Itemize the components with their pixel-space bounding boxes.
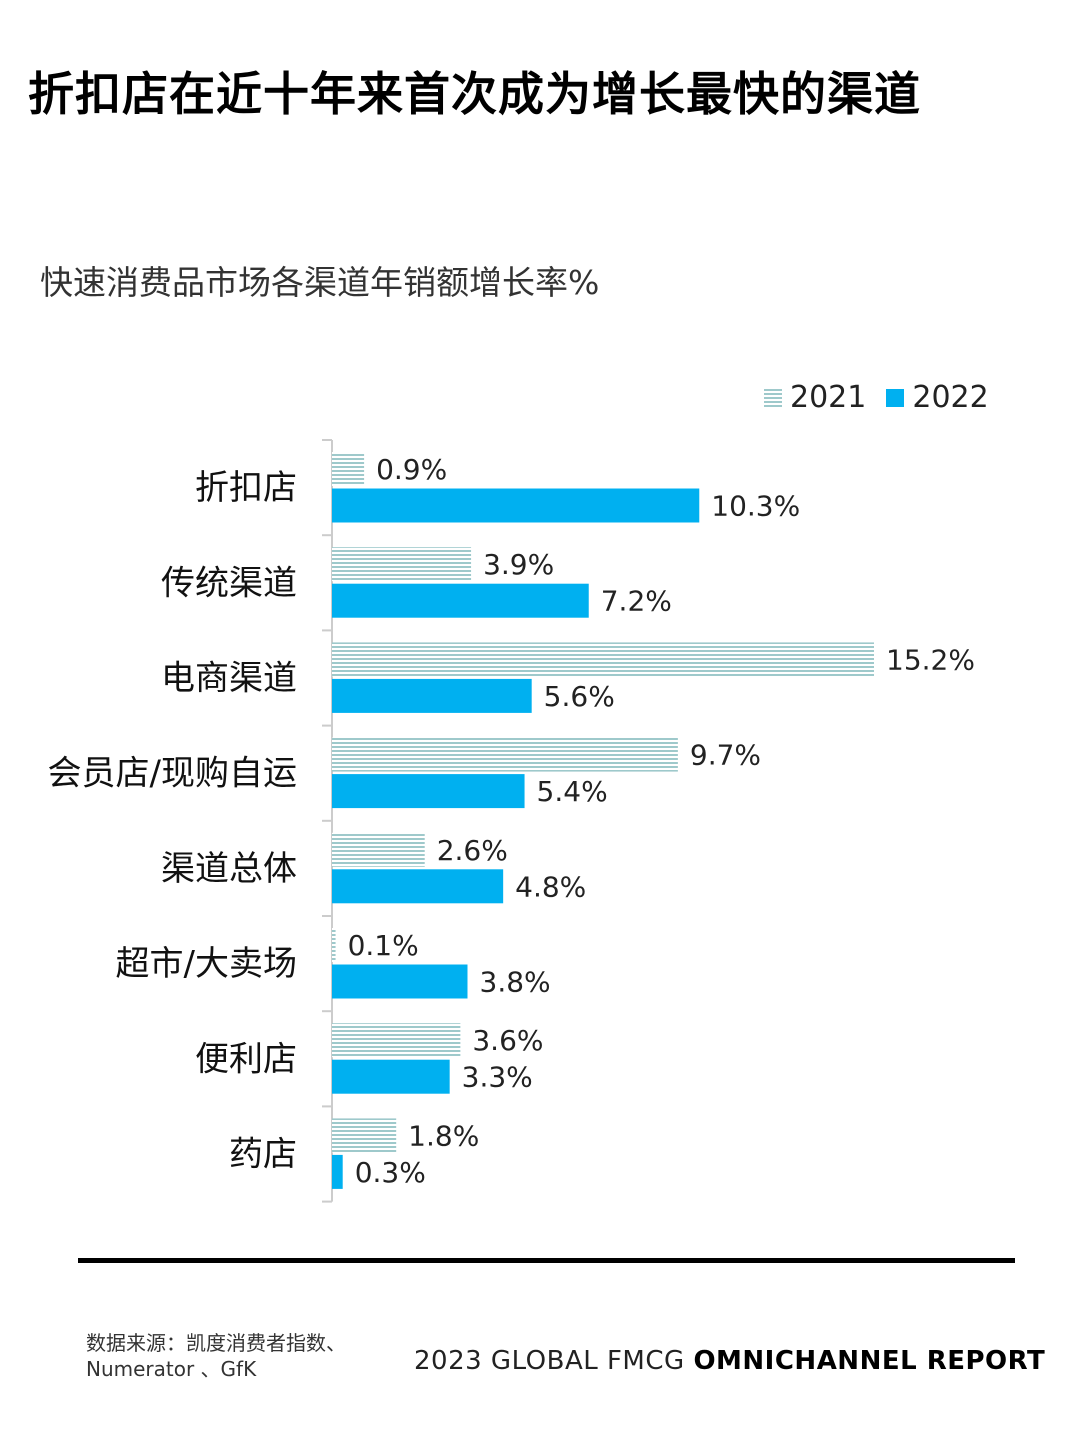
bar-2021 — [332, 1023, 461, 1058]
chart-subtitle: 快速消费品市场各渠道年销额增长率% — [40, 263, 600, 302]
data-label-2022: 3.8% — [480, 966, 551, 999]
data-label-2021: 15.2% — [886, 643, 975, 676]
legend: 2021 2022 — [764, 380, 989, 415]
bar-2022 — [332, 678, 532, 713]
bar-2022 — [332, 583, 589, 618]
chart-plot-area: 折扣店 0.9% 10.3% 传统渠道 3.9% 7.2% 电商渠道 15.2% 5.6% 会员店… — [48, 439, 975, 1203]
bar-2022 — [332, 488, 700, 523]
category-label: 便利店 — [195, 1039, 297, 1079]
data-label-2021: 2.6% — [437, 834, 508, 867]
category-label: 会员店/现购自运 — [48, 754, 297, 794]
category-label: 药店 — [229, 1135, 297, 1175]
bar-2022 — [332, 1059, 450, 1094]
data-label-2021: 0.1% — [348, 929, 419, 962]
bar-2021 — [332, 452, 365, 486]
data-label-2021: 3.9% — [483, 548, 554, 581]
bar-2021 — [332, 928, 336, 962]
source-line-2: Numerator 、GfK — [86, 1357, 257, 1381]
report-prefix: 2023 GLOBAL FMCG — [414, 1346, 685, 1376]
category-label: 电商渠道 — [161, 659, 297, 699]
legend-label-2022: 2022 — [912, 380, 989, 415]
data-label-2021: 9.7% — [690, 739, 761, 772]
source-line-1: 数据来源：凯度消费者指数、 — [86, 1331, 346, 1355]
report-name: 2023 GLOBAL FMCG OMNICHANNEL REPORT — [414, 1346, 1045, 1376]
category-label: 折扣店 — [195, 468, 297, 508]
bar-2021 — [332, 832, 425, 867]
data-label-2022: 5.4% — [537, 775, 608, 808]
bar-2021 — [332, 737, 678, 772]
bar-2022 — [332, 1154, 343, 1189]
data-label-2022: 4.8% — [515, 870, 586, 903]
category-label: 传统渠道 — [161, 563, 297, 603]
data-label-2021: 0.9% — [376, 453, 447, 486]
data-label-2022: 3.3% — [462, 1061, 533, 1094]
legend-swatch-2022 — [886, 388, 905, 407]
report-bold: OMNICHANNEL REPORT — [693, 1346, 1046, 1376]
footer-divider — [78, 1258, 1015, 1263]
bar-chart: 折扣店 0.9% 10.3% 传统渠道 3.9% 7.2% 电商渠道 15.2% 5.6% 会员店… — [48, 439, 975, 1203]
category-label: 超市/大卖场 — [116, 944, 297, 984]
data-label-2022: 5.6% — [544, 680, 615, 713]
bar-2022 — [332, 869, 504, 904]
legend-label-2021: 2021 — [790, 380, 867, 415]
data-label-2022: 10.3% — [711, 490, 800, 523]
data-source: 数据来源：凯度消费者指数、 Numerator 、GfK — [86, 1330, 386, 1382]
bar-2022 — [332, 964, 468, 999]
bar-2021 — [332, 547, 472, 582]
legend-item-2022: 2022 — [886, 380, 989, 415]
data-label-2022: 0.3% — [355, 1156, 426, 1189]
bar-2021 — [332, 1118, 397, 1153]
legend-swatch-2021 — [764, 388, 782, 407]
data-label-2021: 1.8% — [408, 1119, 479, 1152]
bar-2021 — [332, 642, 874, 677]
category-label: 渠道总体 — [161, 849, 297, 889]
legend-item-2021: 2021 — [764, 380, 866, 415]
data-label-2022: 7.2% — [601, 585, 672, 618]
data-label-2021: 3.6% — [472, 1024, 543, 1057]
chart-title: 折扣店在近十年来首次成为增长最快的渠道 — [28, 67, 921, 121]
bar-2022 — [332, 774, 525, 809]
